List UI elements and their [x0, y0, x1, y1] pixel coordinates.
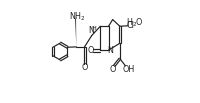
Text: N: N	[88, 26, 94, 35]
Text: H: H	[91, 26, 95, 31]
Text: N: N	[106, 46, 112, 55]
Text: O: O	[87, 46, 93, 55]
Text: Cl: Cl	[126, 21, 134, 30]
Text: OH: OH	[122, 65, 134, 74]
Polygon shape	[75, 19, 76, 47]
Text: H$_2$O: H$_2$O	[125, 16, 143, 29]
Text: NH$_2$: NH$_2$	[69, 10, 86, 23]
Text: O: O	[81, 63, 87, 72]
Text: O: O	[109, 65, 115, 74]
